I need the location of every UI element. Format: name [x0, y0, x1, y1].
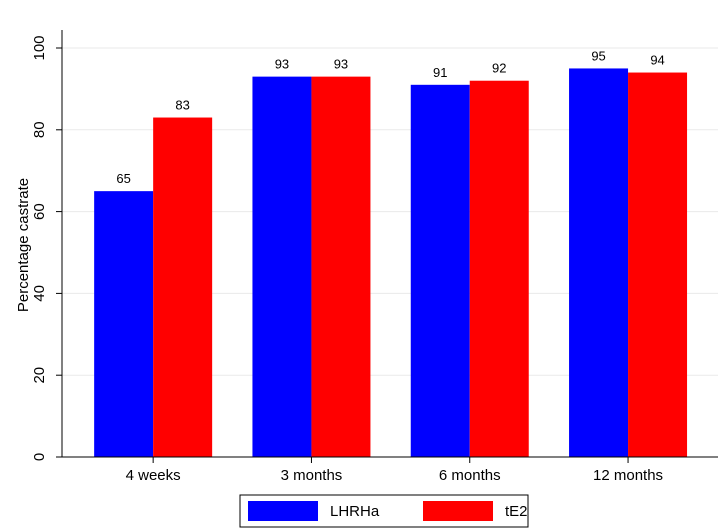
value-label: 92 — [492, 61, 506, 76]
value-label: 65 — [116, 171, 130, 186]
legend-swatch — [248, 501, 318, 521]
value-label: 93 — [334, 57, 348, 72]
y-tick-label: 20 — [31, 367, 48, 384]
value-label: 91 — [433, 65, 447, 80]
legend-label: tE2 — [505, 503, 528, 520]
bar — [469, 80, 529, 457]
bar — [153, 117, 213, 457]
y-tick-label: 100 — [31, 35, 48, 60]
legend-label: LHRHa — [330, 503, 380, 520]
legend-swatch — [423, 501, 493, 521]
bar — [410, 84, 470, 457]
value-label: 94 — [650, 53, 664, 68]
x-tick-label: 4 weeks — [126, 467, 181, 484]
bar — [569, 68, 629, 457]
y-tick-label: 0 — [31, 453, 48, 461]
bar — [94, 191, 154, 457]
value-label: 95 — [591, 48, 605, 63]
bar — [311, 76, 371, 457]
y-tick-label: 40 — [31, 285, 48, 302]
bar — [628, 72, 688, 457]
x-tick-label: 3 months — [281, 467, 343, 484]
y-axis-title: Percentage castrate — [15, 178, 32, 312]
y-tick-label: 80 — [31, 121, 48, 138]
x-tick-label: 6 months — [439, 467, 501, 484]
value-label: 83 — [175, 98, 189, 113]
bar — [252, 76, 312, 457]
y-tick-label: 60 — [31, 203, 48, 220]
x-tick-label: 12 months — [593, 467, 663, 484]
value-label: 93 — [275, 57, 289, 72]
